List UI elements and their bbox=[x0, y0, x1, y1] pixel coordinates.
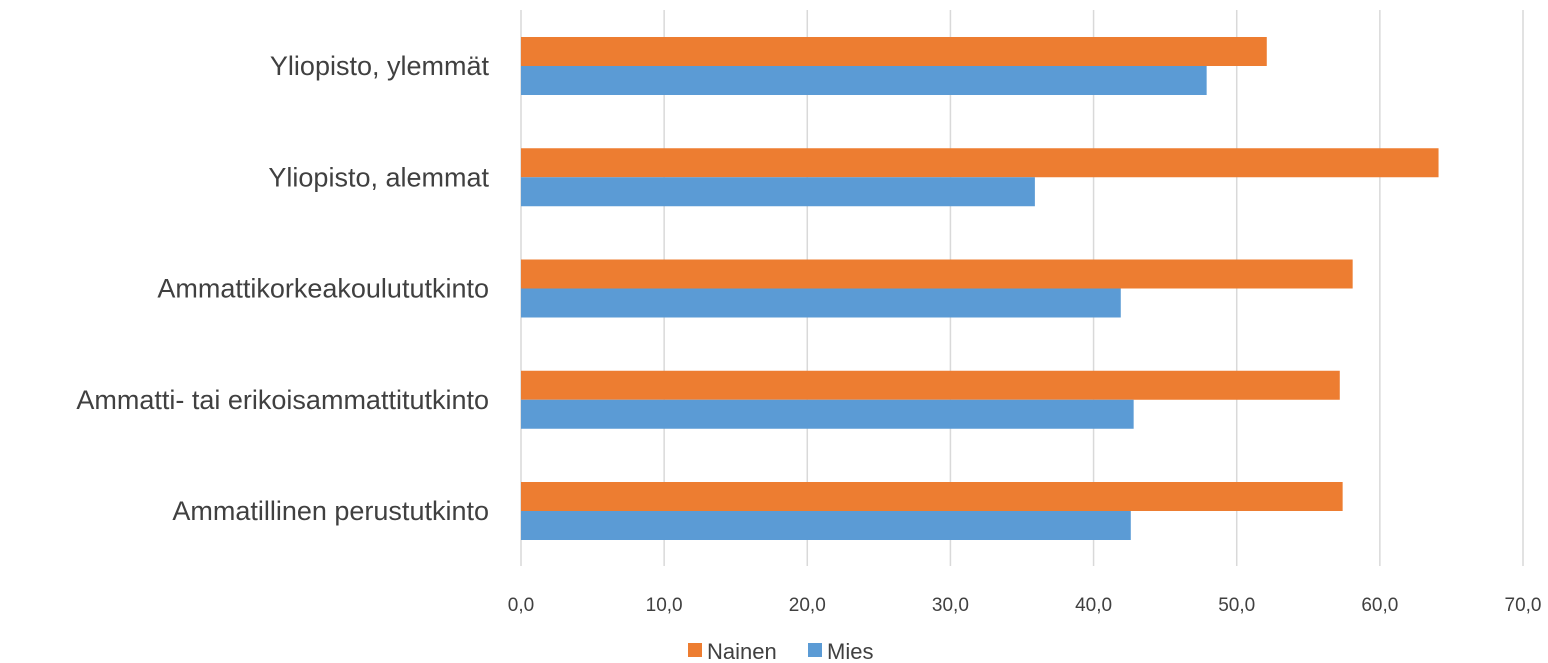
x-tick-label: 50,0 bbox=[1218, 595, 1255, 616]
category-label: Ammatti- tai erikoisammattitutkinto bbox=[76, 385, 489, 415]
x-tick-label: 70,0 bbox=[1505, 595, 1542, 616]
bars bbox=[521, 37, 1439, 540]
bar-nainen bbox=[521, 370, 1340, 400]
x-tick-label: 40,0 bbox=[1075, 595, 1112, 616]
bar-nainen bbox=[521, 482, 1343, 511]
bar-nainen bbox=[521, 148, 1439, 178]
category-label: Ammatillinen perustutkinto bbox=[172, 496, 489, 526]
category-labels: Yliopisto, ylemmät Yliopisto, alemmat Amma… bbox=[76, 51, 489, 526]
x-tick-label: 0,0 bbox=[508, 595, 534, 616]
bar-mies bbox=[521, 288, 1121, 318]
x-tick-label: 10,0 bbox=[646, 595, 683, 616]
legend: Nainen Mies bbox=[688, 639, 873, 663]
bar-nainen bbox=[521, 259, 1353, 289]
category-label: Yliopisto, alemmat bbox=[268, 162, 489, 192]
category-label: Ammattikorkeakoulututkinto bbox=[157, 274, 489, 304]
bar-mies bbox=[521, 399, 1134, 429]
bar-mies bbox=[521, 177, 1035, 207]
legend-label: Mies bbox=[827, 639, 873, 663]
legend-swatch-nainen bbox=[688, 643, 702, 657]
bar-mies bbox=[521, 66, 1207, 95]
bar-nainen bbox=[521, 37, 1267, 66]
x-axis-tick-labels: 0,0 10,0 20,0 30,0 40,0 50,0 60,0 70,0 bbox=[508, 595, 1542, 616]
bar-mies bbox=[521, 511, 1131, 540]
legend-swatch-mies bbox=[808, 643, 822, 657]
legend-label: Nainen bbox=[707, 639, 777, 663]
x-tick-label: 20,0 bbox=[789, 595, 826, 616]
x-tick-label: 30,0 bbox=[932, 595, 969, 616]
category-label: Yliopisto, ylemmät bbox=[270, 51, 490, 81]
x-tick-label: 60,0 bbox=[1361, 595, 1398, 616]
